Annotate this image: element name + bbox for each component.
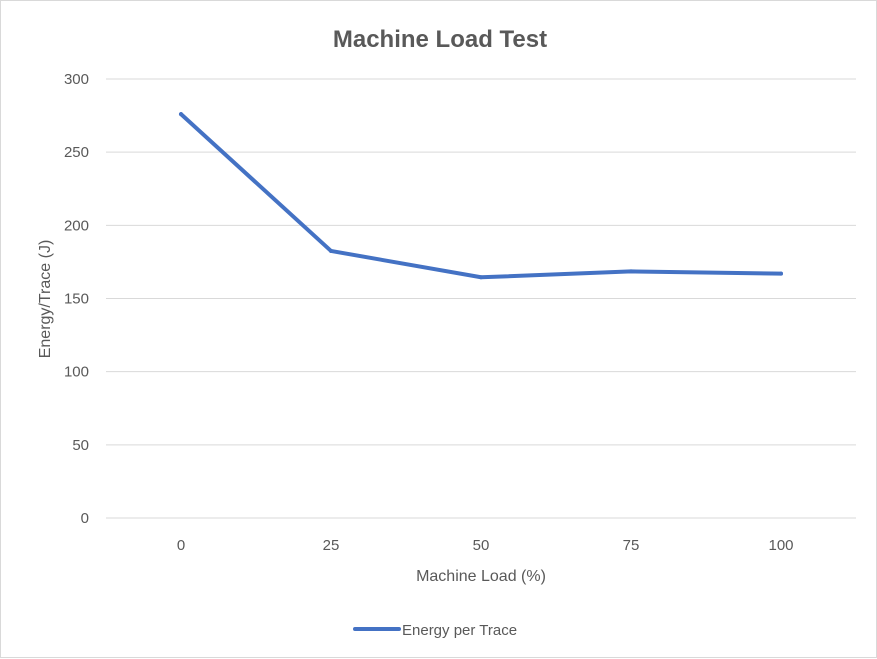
y-tick-label-300: 300 <box>64 71 89 88</box>
y-axis-label: Energy/Trace (J) <box>37 240 54 359</box>
data-point-100 <box>779 271 783 276</box>
y-tick-label-100: 100 <box>64 364 89 381</box>
y-tick-label-200: 200 <box>64 217 89 234</box>
x-tick-label-50: 50 <box>473 537 490 554</box>
chart-title: Machine Load Test <box>333 26 547 53</box>
x-tick-label-100: 100 <box>768 537 793 554</box>
data-point-75 <box>629 269 633 274</box>
y-tick-label-0: 0 <box>81 510 89 527</box>
legend: Energy per Trace <box>353 622 517 639</box>
series-layer <box>179 112 783 280</box>
data-point-50 <box>479 275 483 280</box>
y-tick-label-50: 50 <box>72 437 89 454</box>
y-axis-ticks: 0 50 100 150 200 250 300 <box>64 71 89 527</box>
x-tick-label-75: 75 <box>623 537 640 554</box>
series-line-0 <box>179 112 783 280</box>
data-point-0 <box>179 112 183 117</box>
gridlines <box>106 78 856 519</box>
x-axis-label: Machine Load (%) <box>416 568 546 585</box>
x-tick-label-25: 25 <box>323 537 340 554</box>
y-tick-label-150: 150 <box>64 291 89 308</box>
x-tick-label-0: 0 <box>177 537 185 554</box>
legend-label: Energy per Trace <box>402 622 517 639</box>
x-axis-ticks: 0 25 50 75 100 <box>177 537 794 554</box>
data-point-25 <box>329 248 333 253</box>
y-tick-label-250: 250 <box>64 144 89 161</box>
